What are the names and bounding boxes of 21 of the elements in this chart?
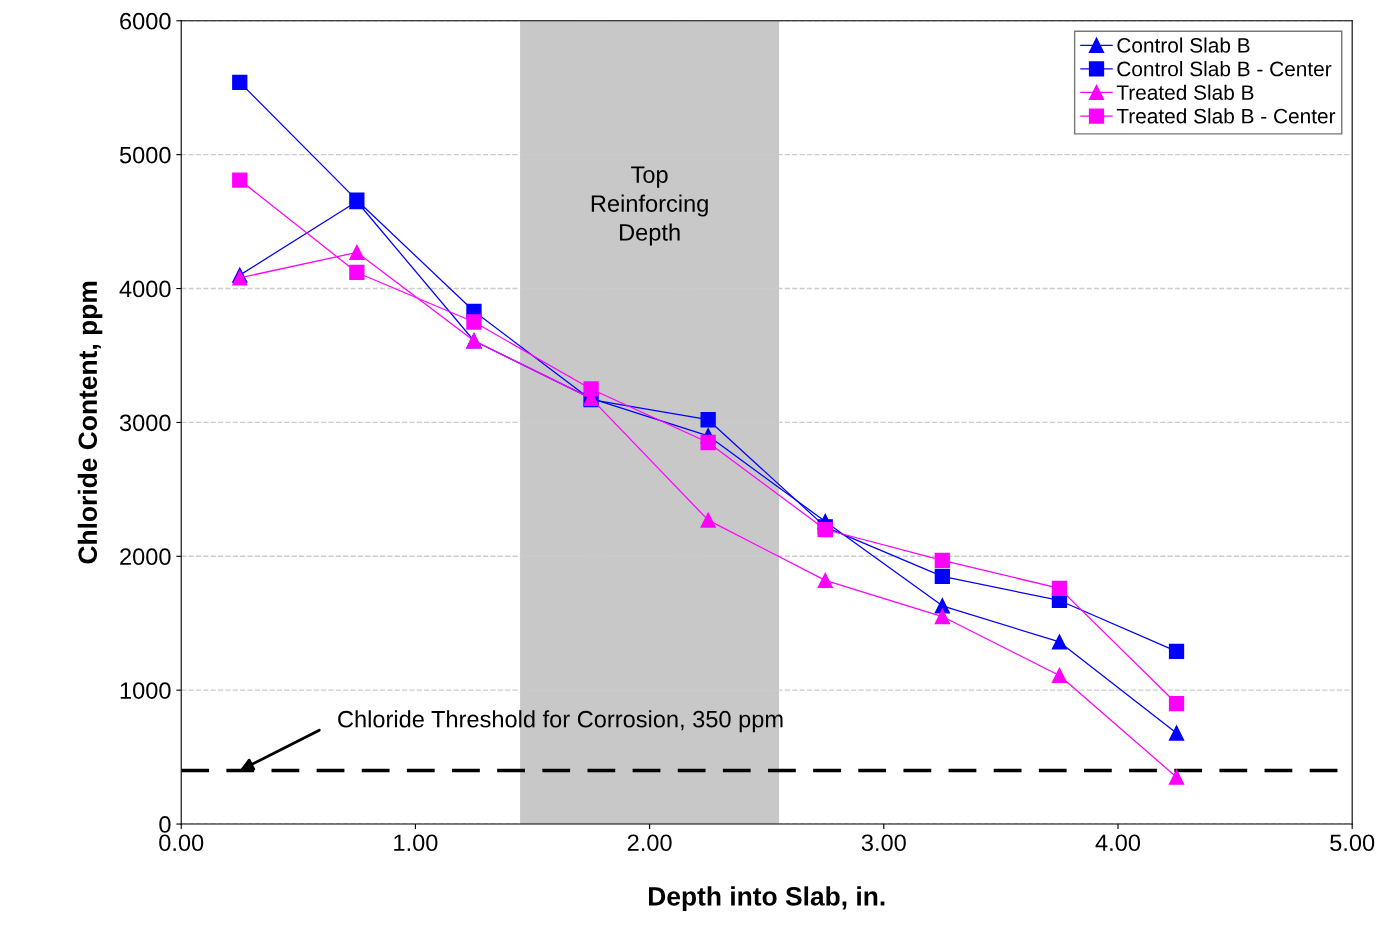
y-tick-label: 0 xyxy=(159,816,171,833)
band-label: Top Reinforcing Depth xyxy=(591,166,708,246)
x-tick-label: 5.00 xyxy=(1330,834,1375,852)
y-tick-label: 4000 xyxy=(119,280,171,298)
x-tick-label: 1.00 xyxy=(394,834,438,852)
legend-label: Treated Slab B - Center xyxy=(1116,108,1336,124)
legend-label: Control Slab B xyxy=(1117,37,1250,53)
x-tick-label: 3.00 xyxy=(861,834,906,852)
y-tick-label: 1000 xyxy=(120,682,171,699)
annotation: Chloride Threshold for Corrosion, 350 ppm xyxy=(338,710,783,733)
x-axis-title: Depth into Slab, in. xyxy=(649,886,885,911)
x-tick-label: 2.00 xyxy=(627,834,672,852)
y-tick-label: 5000 xyxy=(119,146,171,164)
y-tick-label: 3000 xyxy=(119,414,171,432)
y-tick-label: 6000 xyxy=(120,12,171,30)
x-tick-label: 4.00 xyxy=(1095,834,1141,852)
y-axis-title: Chloride Content, ppm xyxy=(77,281,103,564)
legend-label: Control Slab B - Center xyxy=(1117,61,1332,77)
y-tick-label: 2000 xyxy=(120,548,171,566)
x-tick-label: 0.00 xyxy=(159,834,204,852)
legend-label: Treated Slab B xyxy=(1116,84,1254,100)
